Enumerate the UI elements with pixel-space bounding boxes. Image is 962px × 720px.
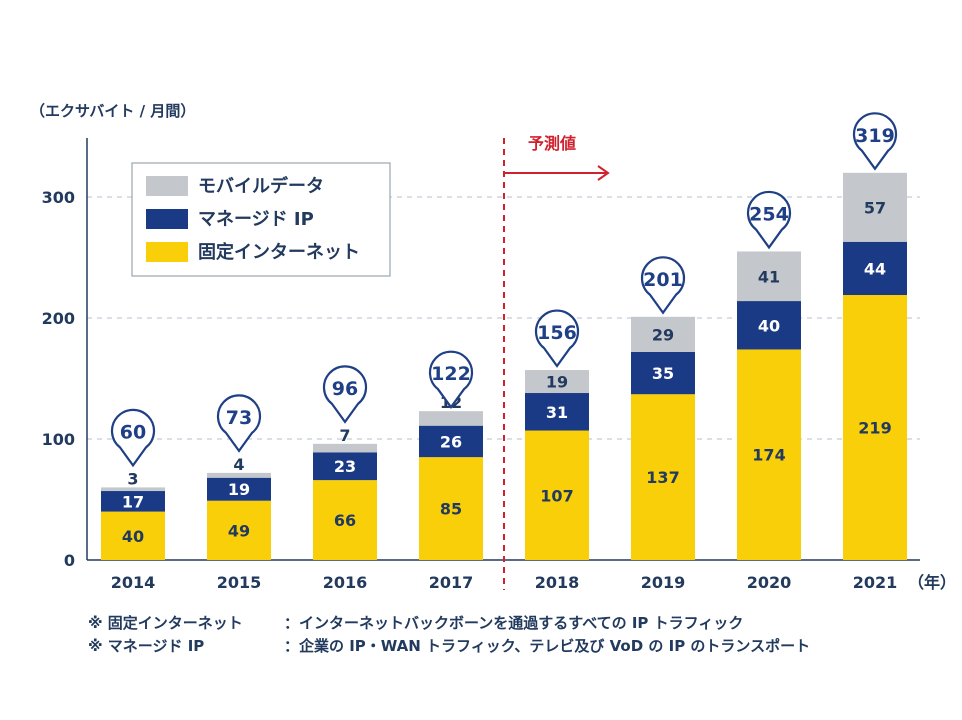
bar-value-label: 31 [546, 403, 568, 422]
bar-segment [525, 370, 589, 394]
bar-segment [843, 295, 907, 560]
bar-value-label: 66 [334, 511, 356, 530]
bar-value-label: 23 [334, 457, 356, 476]
x-tick-label: 2018 [535, 573, 580, 592]
bar-segment [101, 511, 165, 560]
total-value-label: 96 [332, 378, 358, 400]
bar-value-label: 174 [752, 446, 785, 465]
total-marker [428, 350, 474, 410]
total-marker [110, 408, 156, 468]
bar-value-label: 29 [652, 325, 674, 344]
total-marker [322, 365, 368, 424]
bar-value-label: 3 [127, 469, 138, 488]
total-value-label: 122 [431, 363, 471, 385]
legend-label: 固定インターネット [198, 241, 360, 263]
footnote-label: ※ マネージド IP [88, 637, 205, 655]
bar-segment [207, 472, 271, 478]
bar-value-label: 41 [758, 267, 780, 286]
y-tick-label: 0 [64, 551, 75, 570]
bar-segment [207, 477, 271, 501]
total-value-label: 319 [855, 125, 895, 147]
total-marker [852, 112, 898, 171]
forecast-arrow-head [597, 165, 610, 181]
footnote-text: ：企業の IP・WAN トラフィック、テレビ及び VoD の IP のトランスポ… [284, 637, 811, 655]
bar-segment [101, 487, 165, 492]
x-tick-label: 2016 [323, 573, 368, 592]
bar-value-label: 85 [440, 500, 462, 519]
bar-value-label: 219 [858, 419, 891, 438]
legend-swatch [146, 242, 188, 262]
y-axis-unit-label: （エクサバイト / 月間） [30, 102, 195, 120]
footnotes: ※ 固定インターネット ：インターネットバックボーンを通過するすべての IP ト… [88, 612, 810, 658]
footnote-text: ：インターネットバックボーンを通過するすべての IP トラフィック [284, 614, 744, 632]
bar-value-label: 107 [540, 486, 573, 505]
bar-value-label: 57 [864, 198, 886, 217]
total-value-label: 73 [226, 407, 252, 429]
bar-segment [313, 480, 377, 560]
x-tick-label: 2019 [641, 573, 686, 592]
x-tick-label: 2015 [217, 573, 262, 592]
bar-segment [207, 500, 271, 560]
bar-segment [737, 349, 801, 560]
bar-value-label: 40 [122, 527, 144, 546]
bar-value-label: 4 [233, 455, 244, 474]
y-tick-label: 100 [42, 430, 75, 449]
bar-segment [313, 443, 377, 453]
legend-label: モバイルデータ [198, 175, 324, 197]
bar-segment [525, 430, 589, 560]
footnote-label: ※ 固定インターネット [88, 614, 243, 632]
total-marker [216, 394, 262, 453]
legend-swatch [146, 176, 188, 196]
bar-segment [419, 425, 483, 458]
total-marker [746, 190, 792, 250]
footnote-managed-ip: ※ マネージド IP ：企業の IP・WAN トラフィック、テレビ及び VoD … [88, 635, 810, 658]
bar-segment [313, 452, 377, 481]
bar-segment [419, 411, 483, 426]
total-value-label: 156 [537, 322, 577, 344]
bar-segment [843, 241, 907, 296]
bar-value-label: 19 [546, 373, 568, 392]
bar-value-label: 44 [864, 259, 886, 278]
total-marker [640, 256, 686, 315]
bar-segment [737, 301, 801, 350]
bar-value-label: 137 [646, 468, 679, 487]
total-value-label: 60 [120, 421, 146, 443]
bar-segment [101, 491, 165, 512]
bar-value-label: 17 [122, 492, 144, 511]
bar-value-label: 35 [652, 364, 674, 383]
y-tick-label: 200 [42, 309, 75, 328]
bar-segment [843, 172, 907, 242]
bar-value-label: 49 [228, 521, 250, 540]
total-marker [534, 309, 580, 368]
legend-label: マネージド IP [198, 209, 314, 230]
x-axis-unit-label: （年） [908, 573, 956, 592]
x-tick-label: 2017 [429, 573, 474, 592]
x-tick-label: 2020 [747, 573, 792, 592]
bar-segment [419, 457, 483, 560]
x-tick-label: 2021 [853, 573, 898, 592]
bar-segment [737, 251, 801, 302]
forecast-label: 予測値 [528, 134, 576, 153]
bar-value-label: 7 [339, 426, 350, 445]
bar-value-label: 19 [228, 480, 250, 499]
bar-segment [631, 394, 695, 560]
bar-segment [631, 316, 695, 352]
footnote-fixed-internet: ※ 固定インターネット ：インターネットバックボーンを通過するすべての IP ト… [88, 612, 810, 635]
bar-value-label: 26 [440, 432, 462, 451]
total-value-label: 254 [749, 203, 789, 225]
bar-segment [525, 393, 589, 431]
bar-segment [631, 351, 695, 395]
y-tick-label: 300 [42, 188, 75, 207]
x-tick-label: 2014 [111, 573, 156, 592]
legend-swatch [146, 209, 188, 229]
bar-value-label: 40 [758, 316, 780, 335]
total-value-label: 201 [643, 269, 683, 291]
